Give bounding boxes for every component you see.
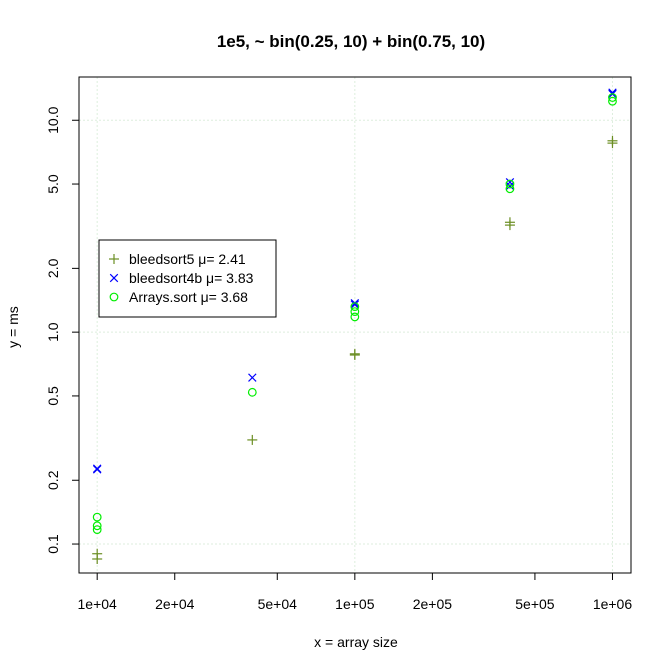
data-point — [92, 512, 102, 522]
grid-layer — [79, 77, 631, 573]
cross-bar-b — [109, 273, 119, 283]
data-point — [608, 93, 617, 102]
data-point — [505, 181, 515, 191]
plot-frame — [78, 76, 632, 574]
y-tick-label: 5.0 — [45, 174, 61, 194]
y-tick-label: 0.2 — [45, 470, 61, 490]
cross-bar-b — [350, 300, 360, 309]
y-tick-label: 10.0 — [45, 106, 61, 133]
legend-label: Arrays.sort μ= 3.68 — [129, 289, 248, 305]
data-point — [504, 217, 515, 228]
legend: bleedsort5 μ= 2.41 bleedsort4b μ= 3.83 Arr… — [98, 239, 277, 318]
legend-marker-cross — [109, 273, 119, 283]
x-axis-label: x = array size — [314, 634, 398, 650]
y-tick-label: 2.0 — [45, 258, 61, 278]
x-tick-label: 5e+04 — [258, 596, 298, 612]
chart-title: 1e5, ~ bin(0.25, 10) + bin(0.75, 10) — [217, 32, 485, 51]
data-point — [247, 387, 257, 397]
x-tick-label: 1e+04 — [78, 596, 118, 612]
data-point — [505, 184, 515, 194]
points-layer — [92, 88, 618, 564]
series-0-points — [92, 135, 618, 564]
data-point — [505, 177, 515, 187]
x-tick-label: 2e+05 — [413, 596, 453, 612]
legend-label: bleedsort4b μ= 3.83 — [129, 270, 254, 286]
data-point — [349, 348, 360, 359]
legend-label: bleedsort5 μ= 2.41 — [129, 251, 246, 267]
data-point — [248, 373, 257, 382]
data-point — [92, 464, 102, 473]
legend-marker-plus — [109, 254, 119, 264]
x-tick-label: 2e+04 — [155, 596, 195, 612]
data-point — [608, 96, 617, 106]
legend-marker-circle — [109, 292, 119, 302]
y-tick-label: 0.1 — [45, 534, 61, 554]
series-2-points — [92, 93, 617, 534]
y-axis-label: y = ms — [5, 306, 21, 348]
data-point — [350, 307, 360, 317]
data-point — [247, 434, 258, 445]
x-tick-label: 1e+06 — [593, 596, 633, 612]
data-point — [607, 135, 618, 146]
cross-bar-b — [92, 464, 102, 473]
x-tick-label: 1e+05 — [335, 596, 375, 612]
data-point — [350, 302, 360, 311]
y-tick-label: 1.0 — [45, 322, 61, 342]
cross-bar-b — [505, 181, 515, 191]
data-point — [350, 312, 360, 322]
data-point — [92, 548, 103, 559]
cross-bar-b — [505, 177, 515, 187]
data-point — [350, 300, 360, 309]
legend-box — [98, 239, 277, 318]
data-point — [92, 525, 102, 534]
x-tick-label: 5e+05 — [515, 596, 555, 612]
y-tick-label: 0.5 — [45, 386, 61, 406]
data-point — [505, 179, 515, 189]
cross-bar-b — [248, 373, 257, 382]
data-point — [92, 521, 102, 531]
